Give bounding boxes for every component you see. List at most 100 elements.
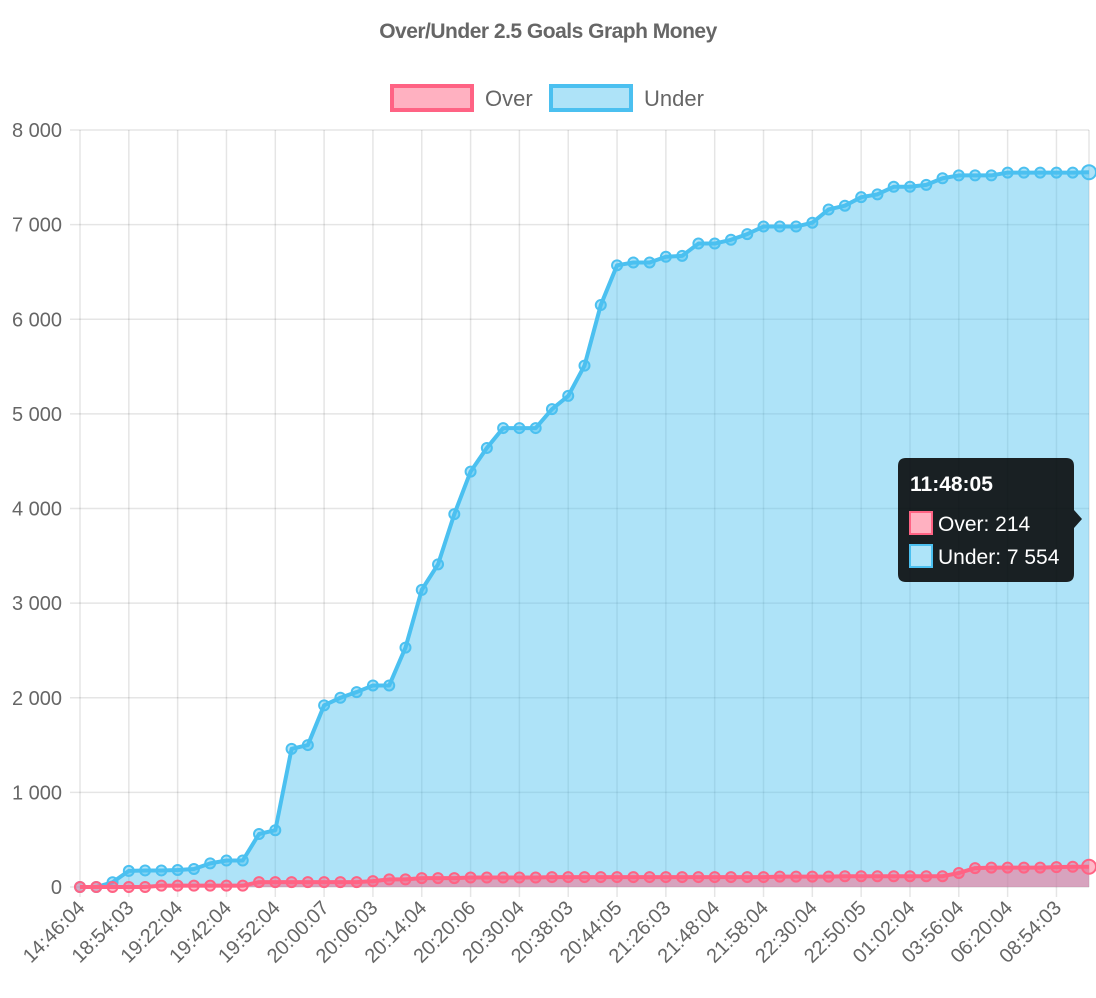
under-point[interactable] — [920, 178, 933, 191]
under-point[interactable] — [1050, 166, 1063, 179]
under-point[interactable] — [171, 863, 184, 876]
under-point[interactable] — [806, 216, 819, 229]
over-point[interactable] — [887, 870, 900, 883]
legend-under-label[interactable]: Under — [644, 86, 704, 111]
legend-under-swatch[interactable] — [549, 84, 633, 112]
over-point[interactable] — [985, 861, 998, 874]
over-point[interactable] — [269, 876, 282, 889]
under-point[interactable] — [627, 256, 640, 269]
over-point[interactable] — [838, 870, 851, 883]
over-point[interactable] — [773, 870, 786, 883]
over-point[interactable] — [350, 876, 363, 889]
under-point[interactable] — [253, 828, 266, 841]
over-point[interactable] — [122, 881, 135, 893]
under-point[interactable] — [334, 691, 347, 704]
over-point[interactable] — [578, 871, 591, 884]
over-point[interactable] — [220, 879, 233, 892]
under-point[interactable] — [985, 169, 998, 182]
under-point[interactable] — [1081, 164, 1096, 181]
over-point[interactable] — [253, 876, 266, 889]
over-point[interactable] — [171, 879, 184, 892]
over-point[interactable] — [301, 876, 314, 889]
under-point[interactable] — [464, 465, 477, 478]
under-point[interactable] — [448, 508, 461, 521]
over-point[interactable] — [399, 873, 412, 886]
under-point[interactable] — [383, 679, 396, 692]
under-point[interactable] — [220, 854, 233, 867]
over-point[interactable] — [432, 872, 445, 885]
over-point[interactable] — [480, 871, 493, 884]
over-point[interactable] — [334, 876, 347, 889]
over-point[interactable] — [529, 871, 542, 884]
over-point[interactable] — [903, 870, 916, 883]
under-point[interactable] — [236, 854, 249, 867]
under-point[interactable] — [122, 864, 135, 877]
over-point[interactable] — [464, 871, 477, 884]
under-point[interactable] — [285, 742, 298, 755]
under-point[interactable] — [139, 864, 152, 877]
under-point[interactable] — [952, 169, 965, 182]
under-point[interactable] — [350, 686, 363, 699]
over-point[interactable] — [806, 870, 819, 883]
under-point[interactable] — [318, 699, 331, 712]
under-point[interactable] — [643, 256, 656, 269]
over-point[interactable] — [545, 871, 558, 884]
under-point[interactable] — [155, 864, 168, 877]
over-point[interactable] — [139, 881, 152, 893]
under-point[interactable] — [399, 641, 412, 654]
over-point[interactable] — [562, 871, 575, 884]
over-point[interactable] — [236, 879, 249, 892]
over-point[interactable] — [187, 879, 200, 892]
over-point[interactable] — [952, 866, 965, 879]
over-point[interactable] — [155, 879, 168, 892]
under-point[interactable] — [887, 180, 900, 193]
under-point[interactable] — [838, 199, 851, 212]
under-point[interactable] — [790, 220, 803, 233]
under-point[interactable] — [903, 180, 916, 193]
over-point[interactable] — [285, 876, 298, 889]
under-point[interactable] — [187, 863, 200, 876]
over-point[interactable] — [513, 871, 526, 884]
over-point[interactable] — [90, 881, 103, 893]
over-point[interactable] — [1081, 858, 1096, 875]
over-point[interactable] — [676, 871, 689, 884]
under-point[interactable] — [1066, 166, 1079, 179]
under-point[interactable] — [676, 249, 689, 262]
under-point[interactable] — [594, 299, 607, 312]
over-point[interactable] — [741, 871, 754, 884]
legend-over-swatch[interactable] — [390, 84, 474, 112]
over-point[interactable] — [415, 872, 428, 885]
over-point[interactable] — [1066, 860, 1079, 873]
over-point[interactable] — [855, 870, 868, 883]
over-point[interactable] — [204, 879, 217, 892]
under-point[interactable] — [562, 389, 575, 402]
under-point[interactable] — [708, 237, 721, 250]
over-point[interactable] — [822, 870, 835, 883]
under-point[interactable] — [513, 422, 526, 435]
over-point[interactable] — [318, 876, 331, 889]
over-point[interactable] — [757, 871, 770, 884]
over-point[interactable] — [383, 873, 396, 886]
over-point[interactable] — [1017, 861, 1030, 874]
over-point[interactable] — [724, 871, 737, 884]
over-point[interactable] — [366, 875, 379, 888]
over-point[interactable] — [74, 881, 86, 893]
over-point[interactable] — [594, 871, 607, 884]
over-point[interactable] — [448, 872, 461, 885]
under-point[interactable] — [741, 228, 754, 241]
over-point[interactable] — [871, 870, 884, 883]
under-point[interactable] — [529, 422, 542, 435]
over-point[interactable] — [497, 871, 510, 884]
under-point[interactable] — [269, 824, 282, 837]
over-point[interactable] — [936, 870, 949, 883]
legend-over-label[interactable]: Over — [485, 86, 533, 111]
over-point[interactable] — [643, 871, 656, 884]
over-point[interactable] — [1034, 861, 1047, 874]
under-point[interactable] — [480, 441, 493, 454]
over-point[interactable] — [692, 871, 705, 884]
over-point[interactable] — [627, 871, 640, 884]
under-point[interactable] — [204, 857, 217, 870]
over-point[interactable] — [1050, 861, 1063, 874]
under-point[interactable] — [659, 250, 672, 263]
under-point[interactable] — [1017, 166, 1030, 179]
